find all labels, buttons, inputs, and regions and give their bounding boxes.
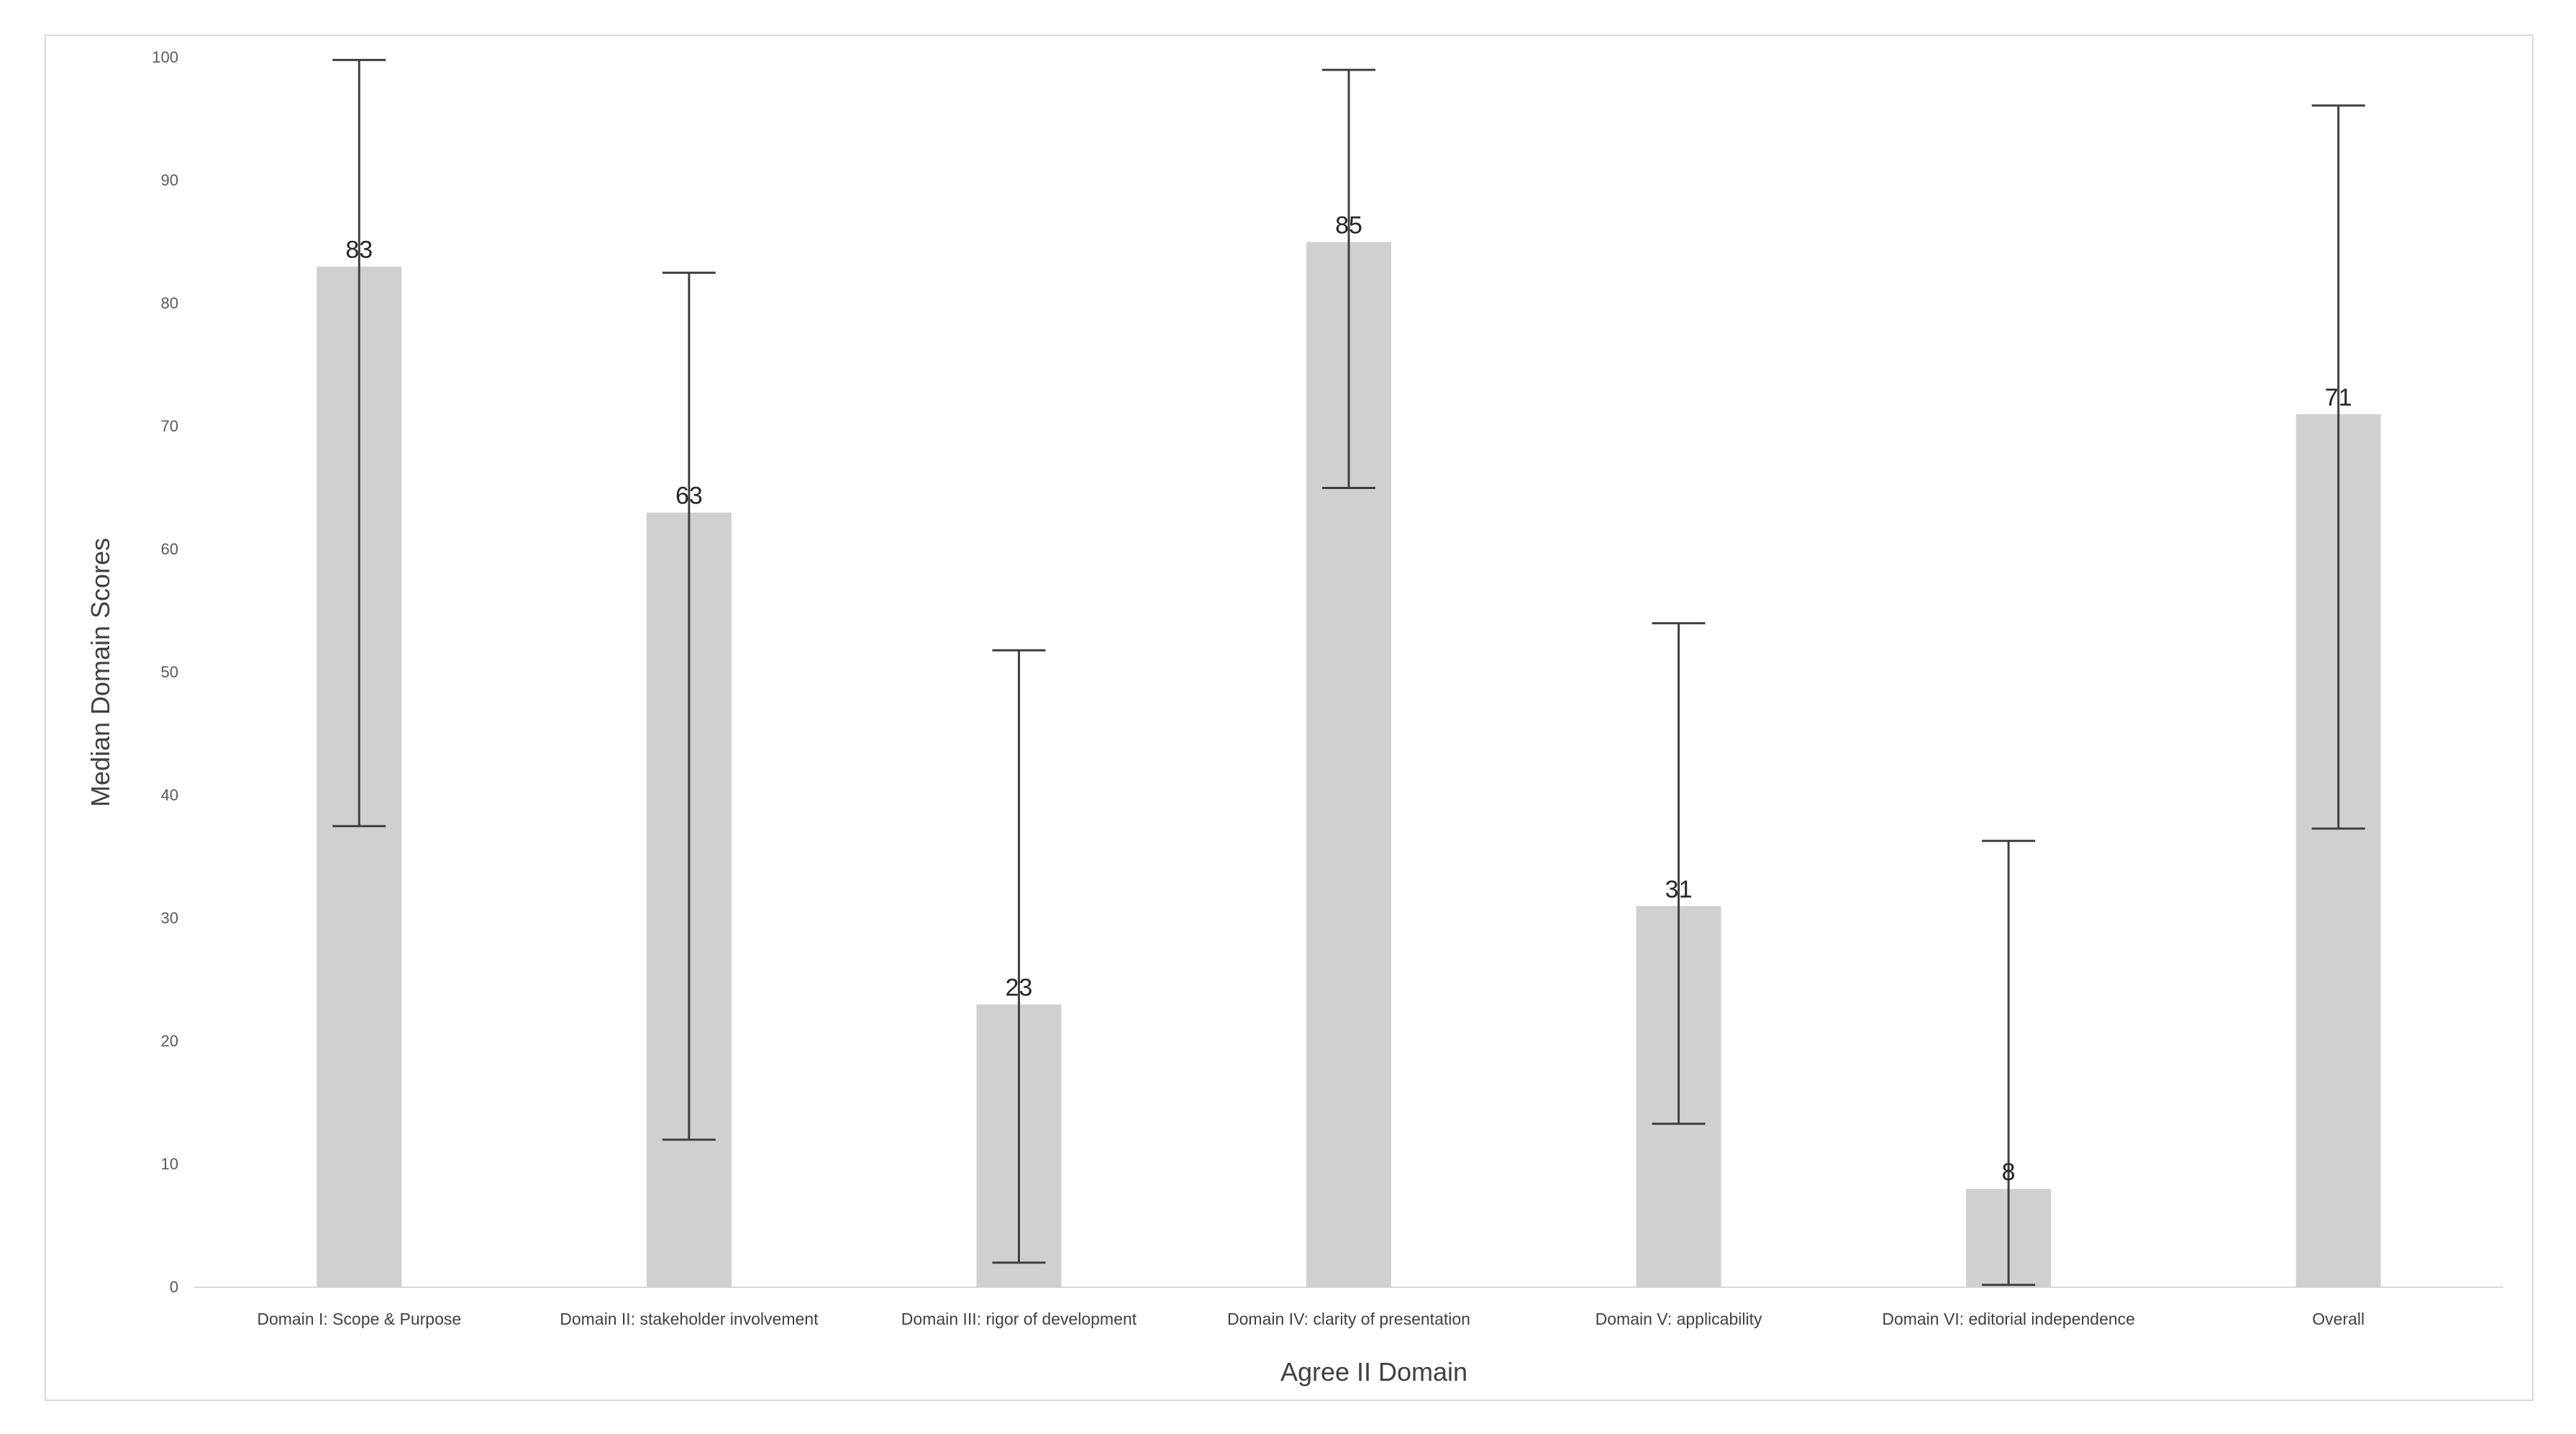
- error-bar: [1982, 839, 2036, 1287]
- y-tick-label: 0: [170, 1278, 178, 1296]
- y-tick-label: 30: [161, 909, 178, 927]
- y-tick-label: 80: [161, 294, 178, 312]
- data-label: 85: [1335, 212, 1362, 239]
- y-tick-label: 90: [161, 171, 178, 189]
- data-label: 71: [2325, 384, 2352, 411]
- y-tick-label: 20: [161, 1032, 178, 1050]
- error-bar: [1322, 68, 1375, 489]
- x-category-label: Domain VI: editorial independence: [1882, 1310, 2135, 1328]
- y-tick-label: 50: [161, 663, 178, 681]
- x-axis-categories: Domain I: Scope & Purpose Domain II: stak…: [257, 1310, 2365, 1328]
- y-axis-title: Median Domain Scores: [86, 538, 115, 807]
- error-bar: [332, 58, 386, 828]
- data-label: 31: [1665, 876, 1693, 903]
- y-tick-label: 40: [161, 786, 178, 804]
- data-label: 63: [675, 483, 703, 510]
- error-bar: [992, 649, 1046, 1264]
- data-labels: 83 63 23 85 31 8 71: [345, 212, 2352, 1187]
- error-bars: [332, 58, 2365, 1287]
- y-axis-ticks: 0 10 20 30 40 50 60 70 80 90 100: [152, 48, 178, 1296]
- x-category-label: Domain IV: clarity of presentation: [1227, 1310, 1470, 1328]
- y-tick-label: 70: [161, 417, 178, 435]
- data-label: 23: [1006, 974, 1033, 1002]
- error-bar: [2311, 104, 2365, 830]
- error-bar: [1652, 622, 1706, 1125]
- x-axis-title: Agree II Domain: [1280, 1357, 1467, 1387]
- data-label: 8: [2002, 1159, 2016, 1186]
- data-label: 83: [345, 237, 373, 264]
- x-category-label: Domain I: Scope & Purpose: [257, 1310, 461, 1328]
- y-tick-label: 60: [161, 540, 178, 558]
- error-bar: [662, 271, 716, 1141]
- x-category-label: Domain V: applicability: [1596, 1310, 1762, 1328]
- y-tick-label: 10: [161, 1155, 178, 1173]
- y-tick-label: 100: [152, 48, 178, 66]
- chart-frame: [45, 35, 2534, 1401]
- x-category-label: Domain II: stakeholder involvement: [560, 1310, 819, 1328]
- x-category-label: Domain III: rigor of development: [901, 1310, 1137, 1328]
- x-category-label: Overall: [2312, 1310, 2365, 1328]
